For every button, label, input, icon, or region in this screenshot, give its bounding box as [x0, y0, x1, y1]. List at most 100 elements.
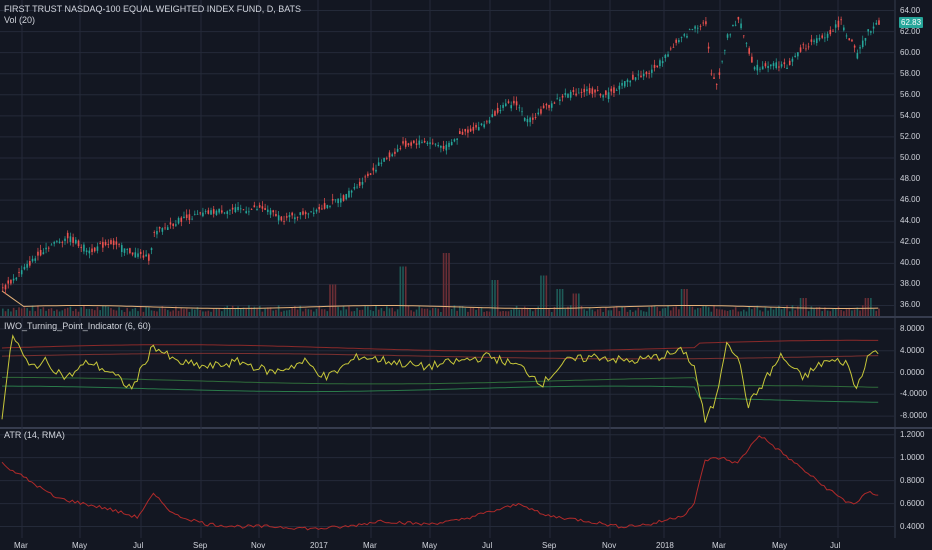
volume-bar — [80, 307, 83, 316]
candle-body — [678, 40, 680, 43]
candle-body — [510, 105, 513, 109]
volume-bar — [542, 275, 545, 316]
volume-bar — [148, 307, 150, 316]
candle-body — [118, 244, 120, 246]
candle-body — [623, 81, 626, 87]
volume-bar — [607, 310, 610, 316]
candle-body — [694, 26, 696, 29]
volume-bar — [12, 307, 15, 316]
volume-bar — [245, 308, 247, 316]
candle-body — [859, 47, 861, 49]
candle-body — [310, 211, 312, 213]
volume-bar — [567, 306, 569, 316]
candle-body — [753, 67, 756, 70]
volume-bar — [399, 266, 402, 316]
candle-body — [69, 236, 72, 242]
volume-bar — [840, 309, 842, 316]
volume-bar — [732, 309, 734, 316]
candle-body — [345, 193, 348, 200]
candle-body — [20, 270, 23, 275]
candle-body — [210, 210, 212, 215]
candle-body — [29, 260, 31, 266]
volume-bar — [583, 309, 586, 316]
candle-body — [618, 85, 621, 90]
volume-bar — [588, 307, 591, 316]
candle-body — [529, 117, 531, 123]
candle-body — [120, 245, 123, 252]
candle-body — [759, 68, 761, 70]
candle-body — [250, 208, 253, 210]
candle-body — [691, 28, 694, 30]
volume-bar — [47, 308, 50, 316]
volume-bar — [791, 305, 794, 316]
candle-body — [226, 211, 229, 214]
volume-bar — [834, 308, 837, 316]
volume-bar — [537, 306, 540, 316]
candle-body — [139, 251, 142, 255]
candle-body — [861, 40, 864, 48]
candle-body — [826, 33, 829, 38]
candle-body — [334, 199, 337, 201]
candle-body — [469, 128, 472, 132]
volume-bar — [294, 306, 296, 316]
candle-body — [264, 208, 266, 210]
volume-bar — [291, 307, 293, 316]
volume-bar — [461, 306, 464, 316]
volume-bar — [651, 305, 653, 316]
price-y-tick-label: 48.00 — [900, 174, 921, 184]
volume-bar — [372, 311, 375, 316]
volume-bar — [477, 307, 480, 316]
candle-body — [10, 279, 12, 284]
volume-bar — [277, 305, 280, 316]
candle-body — [50, 244, 53, 246]
volume-bar — [226, 305, 229, 316]
candle-body — [645, 71, 648, 75]
volume-bar — [759, 310, 761, 316]
price-y-tick-label: 44.00 — [900, 216, 921, 226]
volume-bar — [194, 309, 196, 316]
candle-body — [161, 228, 164, 232]
volume-bar — [561, 289, 564, 316]
volume-bar — [556, 289, 558, 316]
candle-body — [375, 169, 377, 172]
volume-bar — [875, 310, 878, 316]
candle-body — [518, 107, 521, 109]
volume-bar — [396, 309, 399, 316]
volume-bar — [486, 311, 488, 316]
candle-body — [267, 209, 269, 212]
candle-body — [737, 16, 740, 20]
candle-body — [710, 73, 713, 75]
volume-bar — [340, 310, 342, 316]
indicator-mid-lower-band — [2, 376, 879, 388]
candle-body — [486, 121, 488, 123]
volume-bar — [580, 305, 583, 316]
candle-body — [686, 35, 688, 38]
volume-bar — [634, 310, 637, 316]
candle-body — [245, 211, 247, 214]
volume-bar — [872, 308, 875, 316]
volume-bar — [513, 308, 515, 316]
candle-body — [596, 90, 599, 91]
volume-bar — [521, 308, 523, 316]
candle-body — [488, 120, 491, 123]
volume-bar — [502, 310, 504, 316]
candle-body — [569, 91, 572, 98]
candle-body — [234, 207, 237, 212]
candle-body — [521, 111, 523, 113]
volume-bar — [680, 289, 683, 316]
candle-body — [191, 218, 193, 220]
candle-body — [756, 64, 759, 71]
candle-body — [494, 111, 496, 116]
volume-bar — [867, 298, 869, 316]
volume-bar — [853, 309, 856, 316]
volume-bar — [772, 309, 775, 316]
volume-bar — [864, 298, 867, 316]
atr-label: ATR (14, RMA) — [4, 430, 65, 440]
volume-bar — [413, 311, 415, 316]
candle-body — [180, 217, 183, 222]
volume-bar — [104, 305, 107, 316]
volume-bar — [459, 306, 461, 316]
volume-bar — [123, 311, 126, 316]
volume-bar — [253, 306, 256, 316]
